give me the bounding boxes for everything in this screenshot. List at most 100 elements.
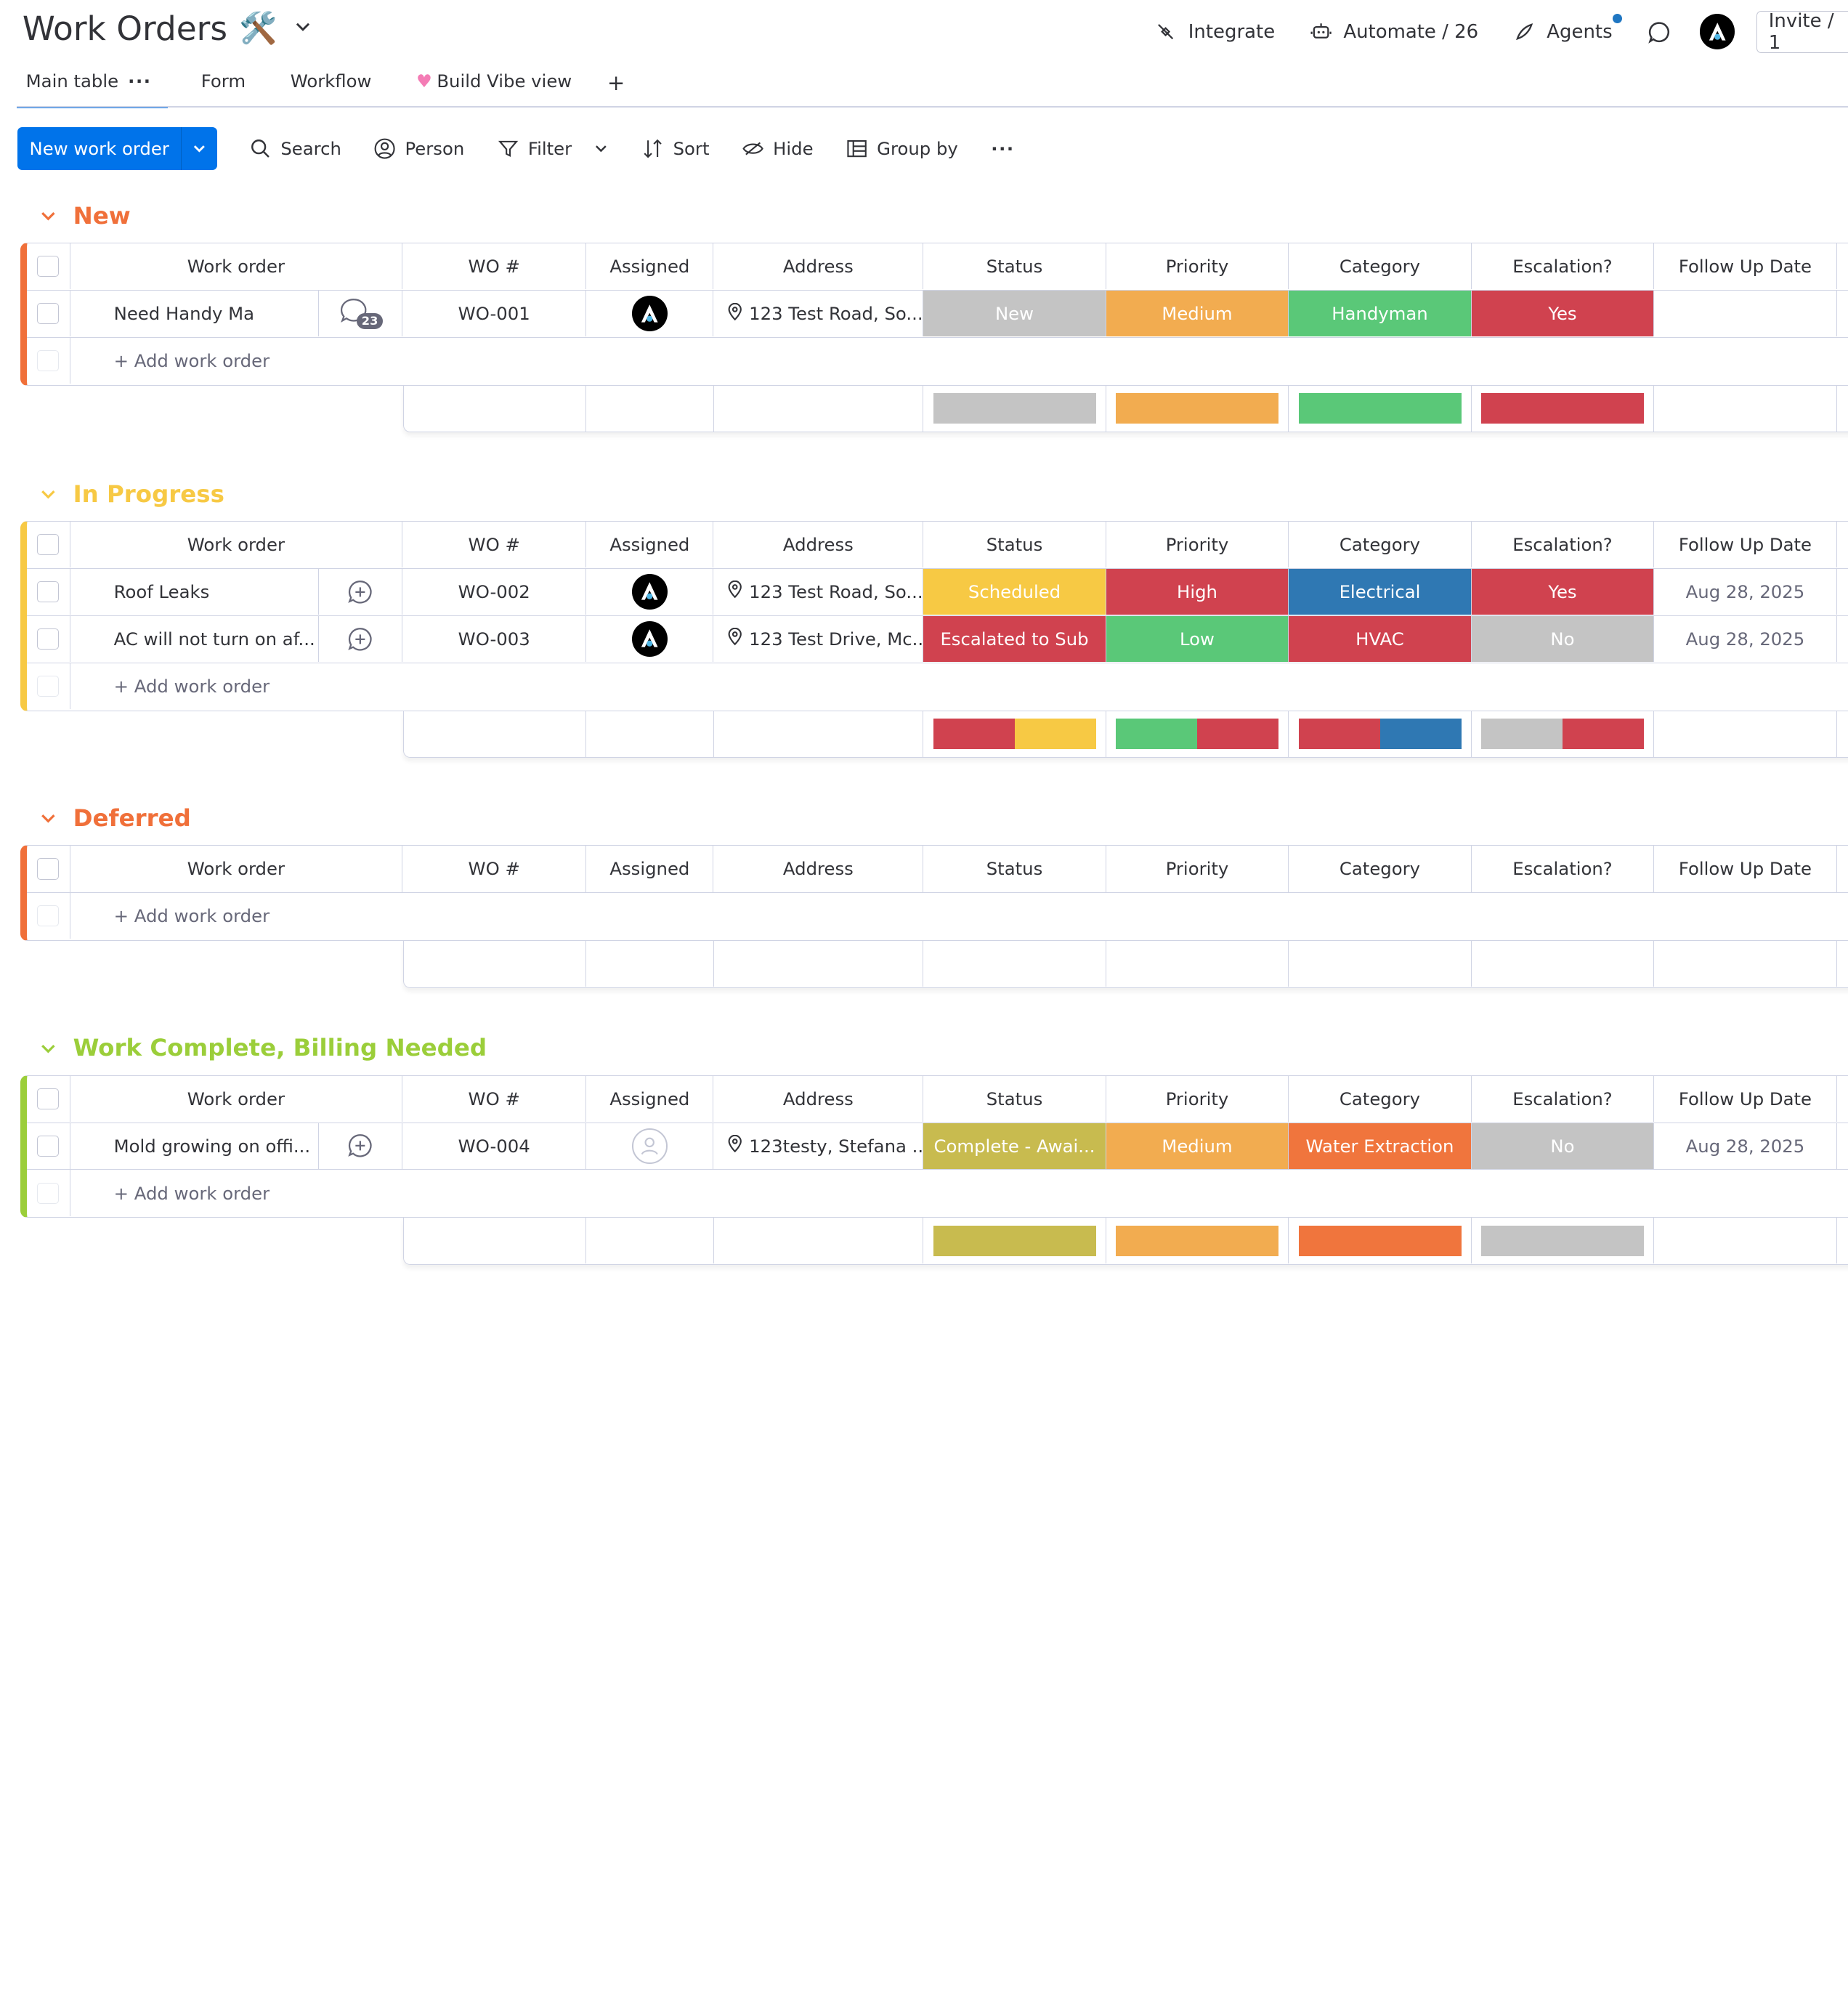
column-header-work-order[interactable]: Work order <box>70 846 403 892</box>
priority-cell[interactable]: Low <box>1106 615 1289 663</box>
agents-button[interactable]: Agents <box>1514 14 1622 43</box>
column-header-wo-number[interactable]: WO # <box>402 522 587 568</box>
new-work-order-label[interactable]: New work order <box>17 127 182 170</box>
summary-distribution-bar[interactable] <box>1298 393 1462 424</box>
status-cell[interactable]: Scheduled <box>923 569 1106 615</box>
follow-up-date[interactable]: Aug 28, 2025 <box>1654 615 1837 663</box>
new-item-dropdown-icon[interactable] <box>182 127 217 169</box>
summary-distribution-bar[interactable] <box>1481 393 1645 424</box>
new-work-order-button[interactable]: New work order <box>17 127 217 170</box>
follow-up-date[interactable]: Aug 28, 2025 <box>1654 569 1837 615</box>
tab-form[interactable]: Form <box>192 59 255 108</box>
category-cell[interactable]: HVAC <box>1289 615 1472 663</box>
group-title[interactable]: New <box>73 201 131 230</box>
checkbox[interactable] <box>37 256 59 278</box>
assigned-cell[interactable] <box>586 1123 714 1169</box>
category-cell[interactable]: Electrical <box>1289 569 1472 615</box>
checkbox[interactable] <box>37 303 59 325</box>
assignee-avatar[interactable] <box>632 574 668 610</box>
column-header-escalation[interactable]: Escalation? <box>1472 243 1655 290</box>
collapse-chevron-icon[interactable] <box>40 804 57 832</box>
column-header-follow-up-date[interactable]: Follow Up Date <box>1654 846 1837 892</box>
assignee-avatar[interactable] <box>632 296 668 332</box>
sort-button[interactable]: Sort <box>642 138 709 159</box>
column-header-wo-number[interactable]: WO # <box>402 1075 587 1122</box>
column-header-status[interactable]: Status <box>923 846 1106 892</box>
column-header-wo-number[interactable]: WO # <box>402 243 587 290</box>
priority-cell[interactable]: Medium <box>1106 1123 1289 1169</box>
add-work-order-button[interactable]: + Add work order <box>113 1182 270 1204</box>
integrate-button[interactable]: Integrate <box>1155 21 1275 43</box>
row-checkbox[interactable] <box>27 291 70 337</box>
column-header-priority[interactable]: Priority <box>1106 846 1289 892</box>
group-by-button[interactable]: Group by <box>846 138 958 159</box>
tab-options-icon[interactable]: ··· <box>128 70 152 92</box>
status-cell[interactable]: New <box>923 291 1106 337</box>
column-header-assigned[interactable]: Assigned <box>586 1075 714 1122</box>
chevron-down-icon[interactable] <box>593 140 609 157</box>
search-button[interactable]: Search <box>250 138 341 159</box>
follow-up-date[interactable]: Aug 28, 2025 <box>1654 1123 1837 1169</box>
collapse-chevron-icon[interactable] <box>40 202 57 230</box>
column-header-work-order[interactable]: Work order <box>70 243 403 290</box>
summary-distribution-bar[interactable] <box>1298 718 1462 750</box>
status-cell[interactable]: Complete - Awai... <box>923 1123 1106 1169</box>
automate-button[interactable]: Automate / 26 <box>1310 21 1478 43</box>
updates-count-icon[interactable]: 23 <box>319 291 403 337</box>
column-header-address[interactable]: Address <box>713 846 924 892</box>
column-header-follow-up-date[interactable]: Follow Up Date <box>1654 522 1837 568</box>
category-cell[interactable]: Handyman <box>1289 291 1472 337</box>
column-header-status[interactable]: Status <box>923 522 1106 568</box>
column-header-status[interactable]: Status <box>923 1075 1106 1122</box>
table-row[interactable]: Need Handy Ma 23 WO-001 123 Test Road, So..… <box>26 291 1848 338</box>
checkbox[interactable] <box>37 1088 59 1109</box>
summary-distribution-bar[interactable] <box>1298 1225 1462 1256</box>
table-row[interactable]: AC will not turn on af... WO-003 123 Test … <box>26 615 1848 663</box>
escalation-cell[interactable]: Yes <box>1471 291 1655 337</box>
column-header-address[interactable]: Address <box>713 1075 924 1122</box>
add-work-order-button[interactable]: + Add work order <box>113 675 270 697</box>
group-header[interactable]: Deferred <box>40 801 191 836</box>
tab-build-vibe-view[interactable]: ♥ Build Vibe view <box>407 59 581 108</box>
empty-person-icon[interactable] <box>632 1128 668 1164</box>
assigned-cell[interactable] <box>586 615 714 663</box>
column-header-escalation[interactable]: Escalation? <box>1472 846 1655 892</box>
summary-distribution-bar[interactable] <box>933 1225 1096 1256</box>
follow-up-date[interactable] <box>1654 291 1837 337</box>
checkbox[interactable] <box>37 858 59 880</box>
select-all-checkbox[interactable] <box>27 522 70 568</box>
group-title[interactable]: Deferred <box>73 804 191 832</box>
chevron-down-icon[interactable] <box>293 17 312 41</box>
category-cell[interactable]: Water Extraction <box>1289 1123 1472 1169</box>
column-header-assigned[interactable]: Assigned <box>586 522 714 568</box>
work-order-name[interactable]: Need Handy Ma <box>70 291 319 337</box>
column-header-status[interactable]: Status <box>923 243 1106 290</box>
table-row[interactable]: Roof Leaks WO-002 123 Test Road, So... Sche… <box>26 569 1848 616</box>
column-header-category[interactable]: Category <box>1289 243 1472 290</box>
row-checkbox[interactable] <box>27 569 70 615</box>
more-options-icon[interactable]: ··· <box>991 137 1015 159</box>
escalation-cell[interactable]: Yes <box>1471 569 1655 615</box>
summary-distribution-bar[interactable] <box>1481 1225 1645 1256</box>
add-work-order-button[interactable]: + Add work order <box>113 350 270 372</box>
column-header-work-order[interactable]: Work order <box>70 1075 403 1122</box>
checkbox[interactable] <box>37 628 59 650</box>
add-work-order-button[interactable]: + Add work order <box>113 905 270 927</box>
column-header-follow-up-date[interactable]: Follow Up Date <box>1654 1075 1837 1122</box>
column-header-priority[interactable]: Priority <box>1106 1075 1289 1122</box>
checkbox[interactable] <box>37 534 59 556</box>
column-header-address[interactable]: Address <box>713 522 924 568</box>
group-header[interactable]: New <box>40 198 131 234</box>
group-title[interactable]: Work Complete, Billing Needed <box>73 1034 487 1062</box>
column-header-assigned[interactable]: Assigned <box>586 243 714 290</box>
summary-distribution-bar[interactable] <box>1116 393 1279 424</box>
column-header-priority[interactable]: Priority <box>1106 243 1289 290</box>
assigned-cell[interactable] <box>586 569 714 615</box>
checkbox[interactable] <box>37 581 59 603</box>
row-checkbox[interactable] <box>27 615 70 663</box>
column-header-category[interactable]: Category <box>1289 1075 1472 1122</box>
tab-main-table[interactable]: Main table ··· <box>16 59 169 109</box>
column-header-escalation[interactable]: Escalation? <box>1472 522 1655 568</box>
work-order-name[interactable]: Mold growing on offi... <box>70 1123 319 1169</box>
group-header[interactable]: In Progress <box>40 476 224 511</box>
